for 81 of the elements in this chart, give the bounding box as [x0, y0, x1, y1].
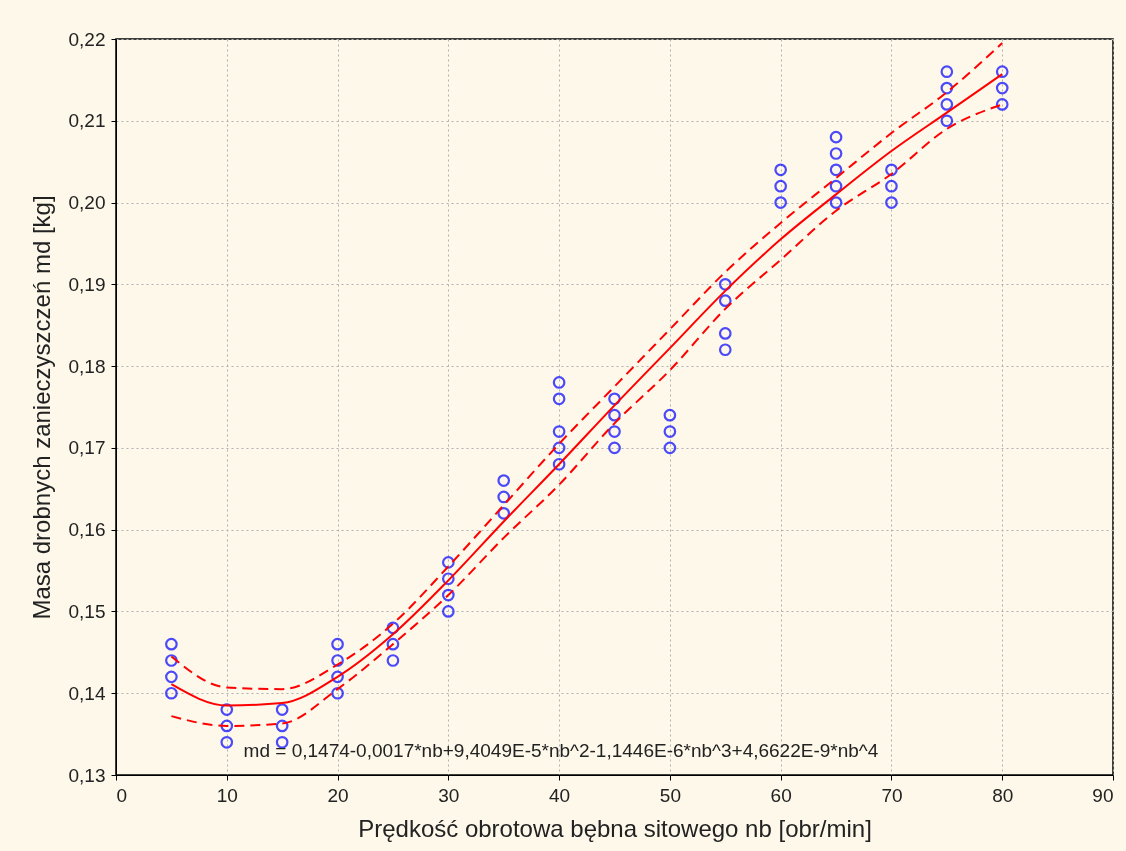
- point: [608, 441, 621, 455]
- point: [165, 686, 178, 700]
- point: [441, 572, 455, 586]
- point: [275, 719, 289, 733]
- point: [275, 735, 289, 749]
- point: [774, 163, 788, 177]
- point: [774, 196, 788, 209]
- point: [608, 392, 621, 406]
- point: [552, 441, 566, 455]
- point: [441, 605, 455, 618]
- y-axis-title: Masa drobnych zanieczyszczeń md [kg]: [27, 195, 55, 620]
- x-tick-label: 80: [992, 784, 1014, 806]
- point: [885, 179, 898, 193]
- y-tick-label: 0,13: [68, 764, 106, 786]
- point: [995, 81, 1009, 95]
- x-tick-label: 40: [549, 784, 571, 806]
- point: [718, 327, 732, 340]
- x-tick-label: 0: [116, 784, 128, 806]
- point: [608, 425, 621, 438]
- x-tick-label: 70: [881, 784, 903, 806]
- y-tick-label: 0,18: [68, 355, 106, 377]
- point: [829, 163, 843, 177]
- y-tick-label: 0,15: [68, 600, 106, 622]
- point: [608, 408, 621, 422]
- point: [940, 65, 954, 79]
- point: [552, 376, 566, 389]
- point: [441, 556, 455, 569]
- x-tick-label: 10: [216, 784, 238, 806]
- point: [165, 654, 178, 667]
- point: [718, 343, 732, 357]
- point: [552, 457, 566, 471]
- point: [220, 735, 234, 749]
- point: [995, 65, 1009, 79]
- point: [718, 294, 732, 308]
- point: [940, 114, 954, 128]
- y-tick-label: 0,14: [68, 682, 106, 704]
- point: [331, 686, 344, 700]
- y-tick-label: 0,17: [68, 437, 106, 459]
- point: [885, 196, 898, 209]
- x-tick-label: 50: [659, 784, 681, 806]
- point: [386, 621, 400, 635]
- annotation: md = 0,1474-0,0017*nb+9,4049E-5*nb^2-1,1446E-6*nb^3+4,6622E-9*nb^4: [243, 740, 879, 761]
- x-axis-title: Prędkość obrotowa bębna sitowego nb [obr/min]: [358, 814, 872, 842]
- point: [829, 130, 843, 144]
- point: [829, 147, 843, 160]
- point: [497, 490, 511, 504]
- point: [663, 441, 677, 455]
- point: [885, 163, 898, 177]
- y-tick-label: 0,16: [68, 519, 106, 541]
- point: [441, 588, 455, 602]
- x-tick-label: 60: [770, 784, 792, 806]
- x-tick-label: 20: [327, 784, 349, 806]
- point: [774, 179, 788, 193]
- y-tick-label: 0,20: [68, 192, 106, 214]
- point: [386, 637, 400, 651]
- point: [497, 506, 511, 520]
- point: [552, 392, 566, 406]
- point: [940, 81, 954, 95]
- point: [165, 637, 178, 651]
- point: [331, 670, 344, 684]
- point: [386, 654, 400, 667]
- y-tick-label: 0,19: [68, 273, 106, 295]
- x-tick-label: 90: [1092, 784, 1114, 806]
- point: [718, 278, 732, 291]
- point: [940, 98, 954, 111]
- point: [552, 425, 566, 438]
- point: [275, 703, 289, 716]
- point: [829, 196, 843, 209]
- point: [829, 179, 843, 193]
- x-tick-label: 30: [438, 784, 460, 806]
- y-tick-label: 0,22: [68, 28, 106, 50]
- point: [497, 474, 511, 487]
- point: [220, 703, 234, 716]
- point: [663, 408, 677, 422]
- point: [165, 670, 178, 684]
- point: [663, 425, 677, 438]
- point: [331, 637, 344, 651]
- y-tick-label: 0,21: [68, 110, 106, 132]
- point: [331, 654, 344, 667]
- point: [220, 719, 234, 733]
- point: [995, 98, 1009, 111]
